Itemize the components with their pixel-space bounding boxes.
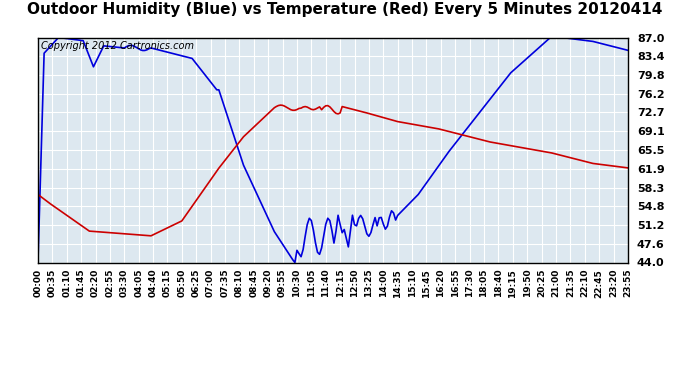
- Text: Copyright 2012 Cartronics.com: Copyright 2012 Cartronics.com: [41, 41, 194, 51]
- Text: Outdoor Humidity (Blue) vs Temperature (Red) Every 5 Minutes 20120414: Outdoor Humidity (Blue) vs Temperature (…: [28, 2, 662, 17]
